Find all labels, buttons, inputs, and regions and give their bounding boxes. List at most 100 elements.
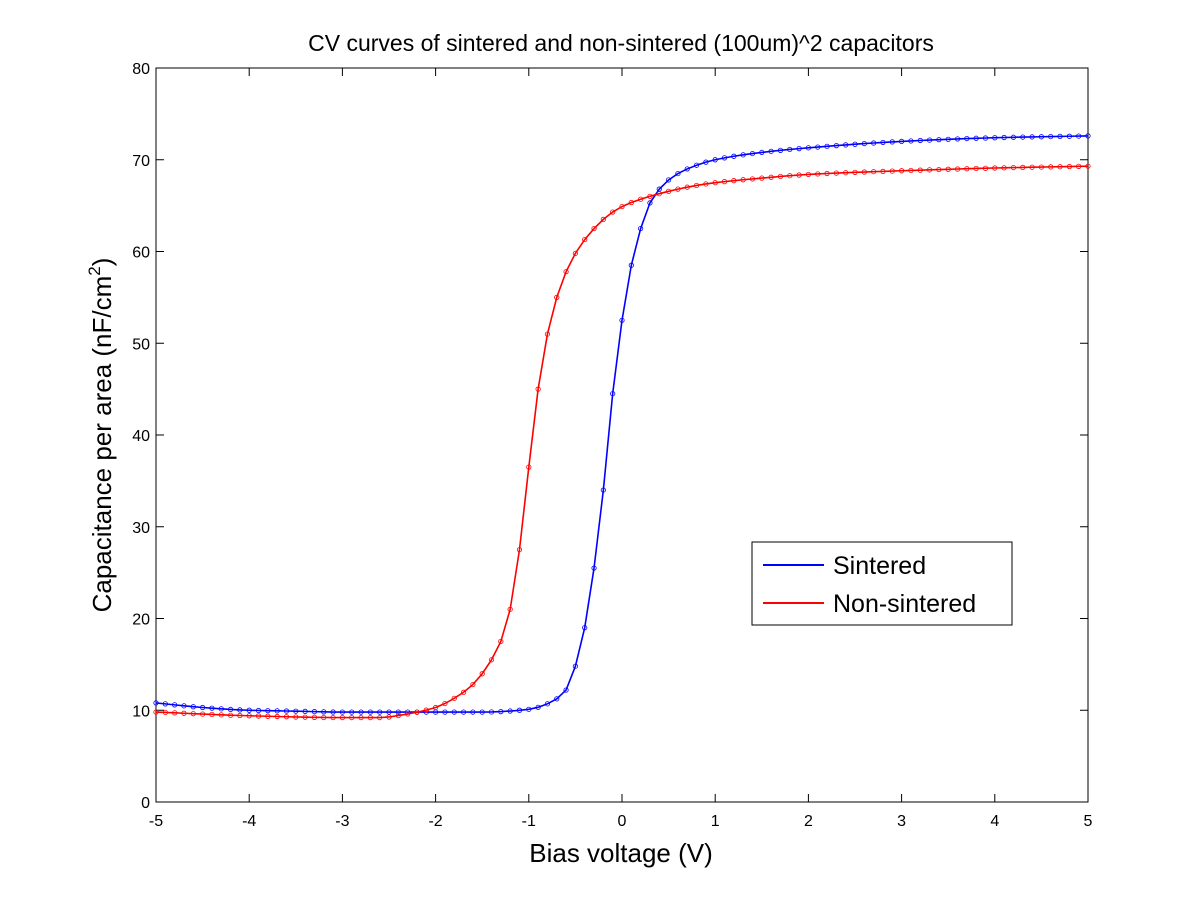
data-point-non-sintered bbox=[824, 170, 830, 177]
data-point-sintered bbox=[377, 709, 383, 715]
data-point-non-sintered bbox=[1038, 164, 1045, 170]
data-point-non-sintered bbox=[908, 167, 914, 174]
data-point-non-sintered bbox=[693, 182, 700, 189]
x-tick-label: 0 bbox=[618, 813, 627, 830]
legend-box bbox=[751, 541, 1013, 626]
y-axis-title-superscript: 2 bbox=[85, 266, 104, 275]
data-point-sintered bbox=[535, 704, 541, 710]
data-point-sintered bbox=[460, 709, 467, 715]
data-point-non-sintered bbox=[386, 714, 392, 720]
data-point-sintered bbox=[153, 700, 159, 706]
data-point-sintered bbox=[619, 317, 625, 323]
data-point-sintered bbox=[908, 138, 914, 144]
data-point-sintered bbox=[554, 696, 560, 702]
data-point-non-sintered bbox=[507, 606, 513, 612]
chart-title: CV curves of sintered and non-sintered (… bbox=[308, 30, 934, 56]
data-point-sintered bbox=[386, 709, 392, 715]
data-point-sintered bbox=[181, 703, 187, 709]
data-point-sintered bbox=[479, 709, 485, 715]
data-point-non-sintered bbox=[638, 196, 644, 202]
data-point-sintered bbox=[954, 136, 961, 142]
data-point-sintered bbox=[255, 707, 262, 714]
data-point-non-sintered bbox=[1085, 163, 1091, 169]
data-point-non-sintered bbox=[805, 171, 812, 178]
data-point-non-sintered bbox=[768, 174, 774, 180]
data-point-non-sintered bbox=[255, 713, 262, 719]
data-point-sintered bbox=[498, 708, 504, 715]
data-point-non-sintered bbox=[274, 713, 280, 720]
data-point-non-sintered bbox=[759, 175, 765, 181]
data-point-non-sintered bbox=[190, 711, 196, 717]
data-point-non-sintered bbox=[516, 547, 523, 553]
data-point-non-sintered bbox=[740, 177, 746, 183]
data-point-sintered bbox=[572, 663, 579, 669]
data-point-sintered bbox=[647, 200, 653, 206]
data-point-sintered bbox=[973, 135, 979, 141]
data-point-sintered bbox=[265, 708, 271, 714]
data-point-sintered bbox=[796, 146, 802, 152]
data-point-sintered bbox=[1066, 133, 1072, 139]
data-point-sintered bbox=[759, 149, 765, 156]
data-point-non-sintered bbox=[1066, 163, 1072, 170]
data-point-sintered bbox=[824, 143, 830, 149]
data-point-sintered bbox=[227, 706, 234, 713]
data-point-sintered bbox=[880, 139, 886, 146]
data-point-non-sintered bbox=[405, 711, 411, 717]
data-point-sintered bbox=[861, 140, 867, 147]
data-point-sintered bbox=[610, 391, 616, 397]
data-point-sintered bbox=[815, 144, 821, 150]
data-point-non-sintered bbox=[572, 250, 579, 256]
series-non-sintered bbox=[153, 163, 1091, 721]
data-point-non-sintered bbox=[1001, 165, 1007, 171]
data-point-sintered bbox=[330, 709, 336, 715]
data-point-sintered bbox=[311, 709, 318, 715]
series-sintered bbox=[153, 133, 1091, 715]
data-point-sintered bbox=[871, 140, 877, 146]
data-point-sintered bbox=[843, 142, 849, 148]
data-point-sintered bbox=[749, 150, 756, 157]
data-point-sintered bbox=[675, 170, 681, 177]
data-point-non-sintered bbox=[973, 165, 979, 172]
data-point-sintered bbox=[964, 135, 970, 142]
data-point-non-sintered bbox=[293, 714, 299, 720]
data-point-non-sintered bbox=[367, 714, 373, 721]
data-point-non-sintered bbox=[554, 294, 560, 300]
data-point-sintered bbox=[833, 143, 839, 149]
data-point-sintered bbox=[544, 701, 551, 707]
data-point-non-sintered bbox=[423, 707, 429, 713]
data-point-non-sintered bbox=[777, 173, 784, 180]
data-point-sintered bbox=[470, 709, 476, 715]
data-point-sintered bbox=[563, 687, 569, 693]
data-point-non-sintered bbox=[964, 166, 970, 172]
data-point-non-sintered bbox=[591, 225, 597, 232]
data-point-non-sintered bbox=[1029, 164, 1035, 170]
data-point-non-sintered bbox=[162, 709, 168, 716]
data-point-non-sintered bbox=[237, 712, 243, 719]
data-point-non-sintered bbox=[954, 166, 961, 172]
data-point-non-sintered bbox=[488, 657, 495, 663]
data-point-non-sintered bbox=[982, 165, 989, 171]
data-point-non-sintered bbox=[1057, 164, 1063, 170]
data-point-sintered bbox=[693, 162, 700, 168]
data-point-non-sintered bbox=[833, 170, 839, 176]
data-point-non-sintered bbox=[898, 168, 905, 174]
data-point-sintered bbox=[684, 166, 690, 172]
data-point-sintered bbox=[600, 487, 606, 493]
data-point-non-sintered bbox=[628, 199, 634, 206]
data-point-non-sintered bbox=[218, 712, 224, 718]
data-point-sintered bbox=[172, 702, 178, 708]
data-point-sintered bbox=[917, 137, 923, 144]
y-tick-label: 0 bbox=[141, 795, 150, 812]
data-point-non-sintered bbox=[815, 171, 821, 177]
y-tick-label: 30 bbox=[132, 520, 150, 537]
legend-label-non-sintered: Non-sintered bbox=[833, 590, 976, 618]
data-point-sintered bbox=[293, 708, 299, 714]
data-point-non-sintered bbox=[358, 714, 364, 721]
data-point-non-sintered bbox=[339, 714, 345, 721]
data-point-sintered bbox=[237, 707, 243, 713]
legend-label-sintered: Sintered bbox=[833, 552, 926, 580]
data-point-non-sintered bbox=[209, 711, 215, 718]
data-point-non-sintered bbox=[703, 181, 709, 187]
data-point-non-sintered bbox=[871, 169, 877, 175]
data-point-non-sintered bbox=[926, 167, 933, 173]
